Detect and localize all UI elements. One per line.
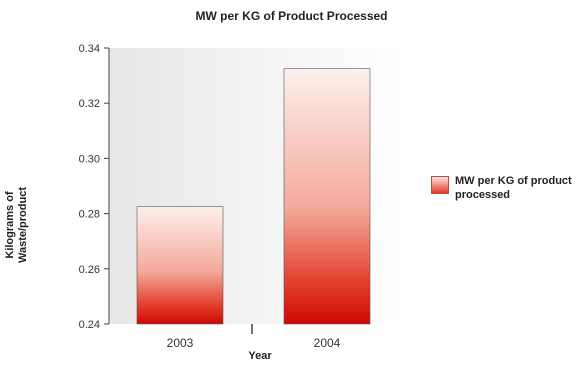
x-tick-label: 2003 — [167, 336, 194, 350]
legend: MW per KG of product processed — [431, 172, 581, 212]
x-axis-label: Year — [248, 350, 272, 362]
bar — [283, 68, 371, 325]
bar — [136, 206, 224, 325]
y-tick-label: 0.26 — [79, 264, 100, 276]
y-tick-label: 0.34 — [79, 43, 100, 55]
x-tick-label: 2004 — [314, 336, 341, 350]
y-tick-label: 0.24 — [79, 319, 100, 331]
legend-label: MW per KG of product processed — [455, 175, 572, 201]
chart-title: MW per KG of Product Processed — [195, 9, 388, 23]
y-tick-label: 0.28 — [79, 209, 100, 221]
legend-swatch — [431, 176, 449, 194]
y-tick-label: 0.32 — [79, 98, 100, 110]
y-tick-label: 0.30 — [79, 153, 100, 165]
